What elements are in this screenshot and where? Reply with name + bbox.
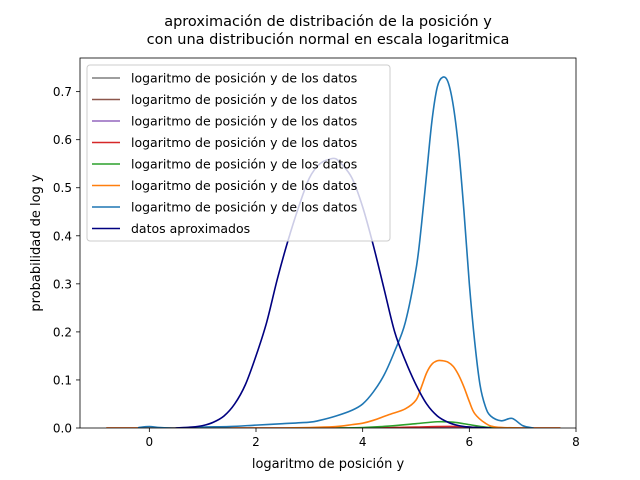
y-tick-label: 0.6 (53, 133, 72, 147)
legend: logaritmo de posición y de los datos loga… (86, 64, 391, 242)
chart-title-line: con una distribución normal en escala lo… (147, 32, 510, 48)
legend-label: logaritmo de posición y de los datos (131, 135, 357, 150)
x-tick-label: 0 (146, 435, 154, 449)
series-line-5 (335, 420, 503, 428)
legend-label: datos aproximados (131, 221, 250, 236)
chart-title: aproximación de distribación de la posic… (147, 14, 510, 48)
y-tick-label: 0.7 (53, 85, 72, 99)
series-line-7 (137, 76, 535, 428)
legend-box (86, 64, 391, 242)
y-axis-label: probabilidad de log y (29, 174, 44, 312)
y-tick-label: 0.2 (53, 325, 72, 339)
axes-frame (79, 57, 577, 429)
x-tick-label: 4 (359, 435, 367, 449)
legend-label: logaritmo de posición y de los datos (131, 157, 357, 172)
y-tick-label: 0.1 (53, 373, 72, 387)
legend-label: logaritmo de posición y de los datos (131, 200, 357, 215)
legend-label: logaritmo de posición y de los datos (131, 178, 357, 193)
y-tick-label: 0.4 (53, 229, 72, 243)
x-tick-label: 8 (572, 435, 580, 449)
legend-label: logaritmo de posición y de los datos (131, 114, 357, 129)
x-axis: 0 2 4 6 8 (146, 428, 580, 449)
y-tick-label: 0.5 (53, 181, 72, 195)
y-tick-label: 0.3 (53, 277, 72, 291)
y-axis: 0.0 0.1 0.2 0.3 0.4 0.5 0.6 0.7 (53, 85, 80, 436)
x-tick-label: 2 (252, 435, 260, 449)
x-axis-label: logaritmo de posición y (252, 457, 405, 472)
x-tick-label: 6 (466, 435, 474, 449)
chart-title-line: aproximación de distribación de la posic… (164, 14, 492, 30)
legend-label: logaritmo de posición y de los datos (131, 71, 357, 86)
y-tick-label: 0.0 (53, 422, 72, 436)
legend-label: logaritmo de posición y de los datos (131, 92, 357, 107)
